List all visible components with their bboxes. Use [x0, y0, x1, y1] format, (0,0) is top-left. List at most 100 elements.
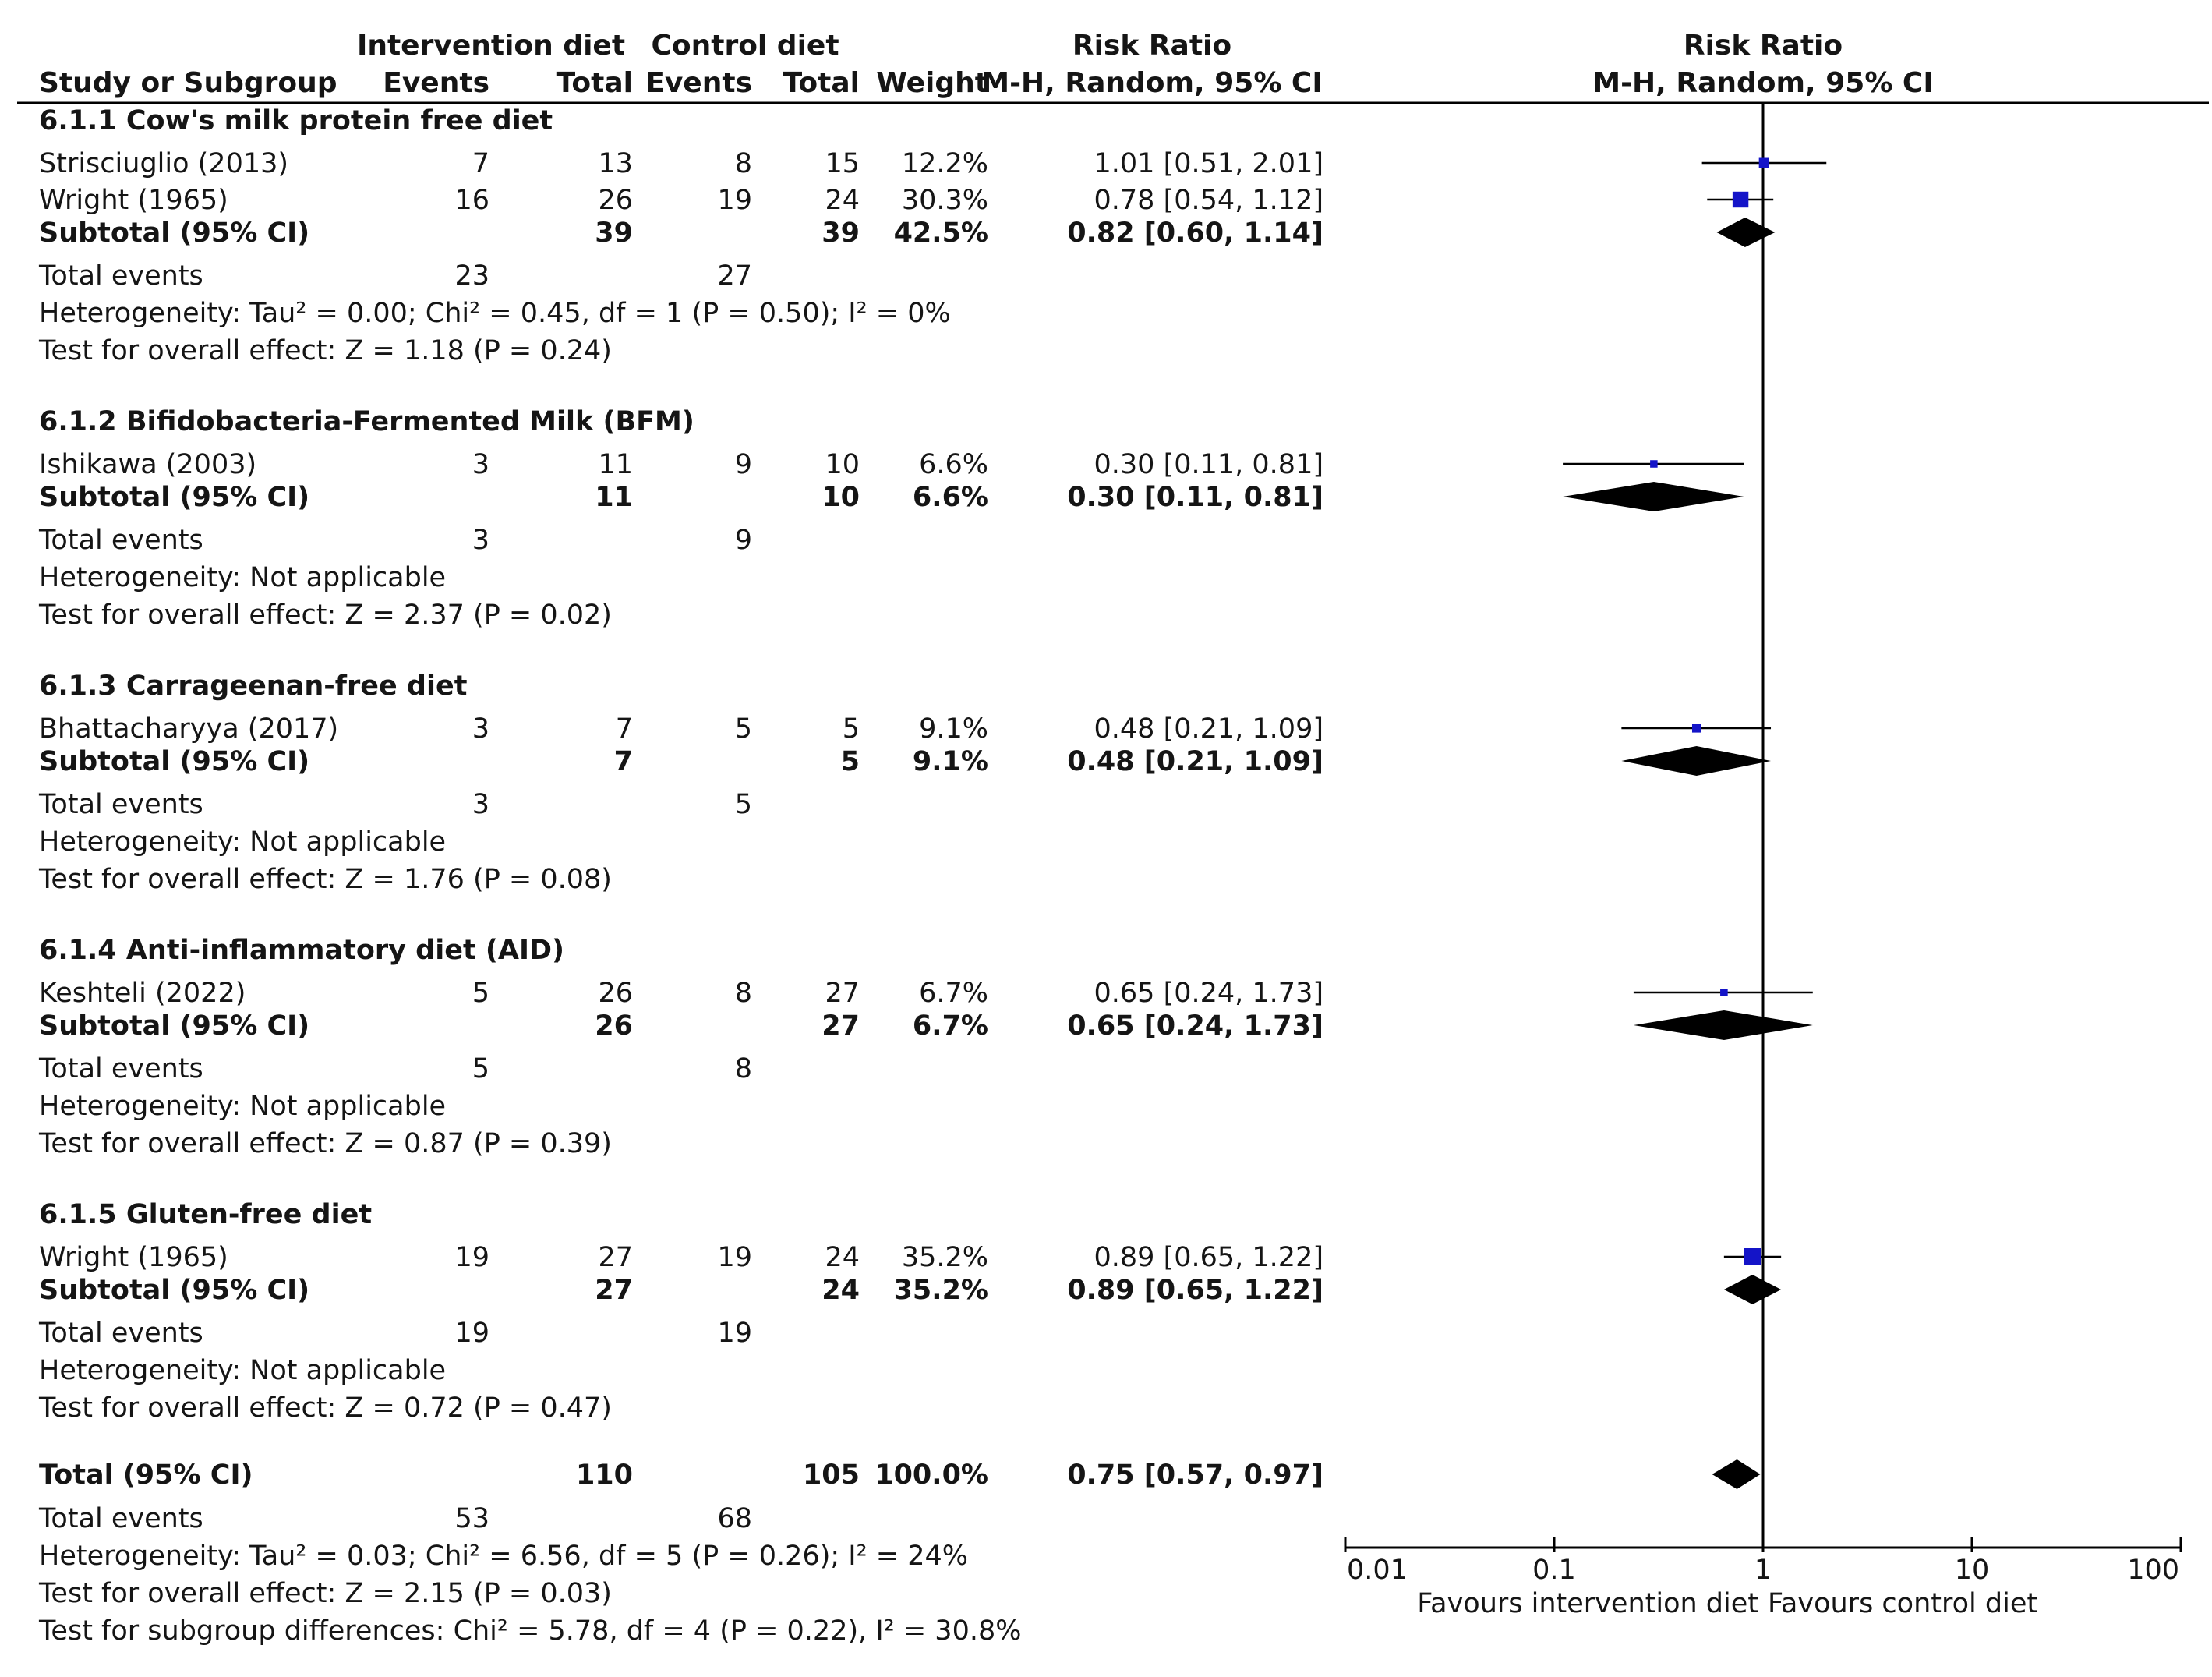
int-total: 26 — [598, 185, 633, 216]
heterogeneity-text: Heterogeneity: Not applicable — [39, 826, 446, 858]
subtotal-ctl-total: 27 — [822, 1010, 860, 1042]
header-ctl-events: Events — [645, 67, 752, 99]
subtotal-ctl-total: 5 — [841, 746, 860, 777]
header-int-events: Events — [383, 67, 489, 99]
subtotal-diamond — [1716, 218, 1776, 247]
total-events-int: 5 — [472, 1053, 489, 1084]
subtotal-weight: 9.1% — [913, 746, 988, 777]
total-events-ctl: 27 — [717, 260, 752, 292]
overall-effect-text: Test for overall effect: Z = 1.18 (P = 0… — [38, 335, 612, 366]
header-control-diet: Control diet — [651, 30, 839, 62]
subtotal-diamond — [1563, 482, 1744, 511]
ctl-events: 8 — [735, 148, 752, 179]
study-marker — [1720, 989, 1728, 996]
study-marker — [1691, 724, 1701, 733]
total-events-ctl: 5 — [735, 789, 752, 820]
subtotal-ctl-total: 39 — [822, 218, 860, 249]
total-weight: 100.0% — [875, 1459, 988, 1491]
favours-intervention-label: Favours intervention diet — [1417, 1588, 1758, 1619]
total-events-label: Total events — [38, 1053, 203, 1084]
x-tick-label: 0.01 — [1347, 1555, 1408, 1586]
subgroup-differences-text: Test for subgroup differences: Chi² = 5.… — [38, 1615, 1022, 1647]
int-events: 5 — [472, 978, 489, 1009]
total-ctl-total: 105 — [803, 1459, 860, 1491]
subtotal-ci: 0.30 [0.11, 0.81] — [1067, 482, 1323, 513]
study-name: Ishikawa (2003) — [39, 449, 256, 480]
total-events-int: 19 — [454, 1318, 489, 1349]
total-events-ctl: 68 — [717, 1503, 752, 1534]
subtotal-int-total: 11 — [595, 482, 633, 513]
heterogeneity-text: Heterogeneity: Tau² = 0.00; Chi² = 0.45,… — [39, 298, 951, 329]
ctl-events: 8 — [735, 978, 752, 1009]
int-total: 13 — [598, 148, 633, 179]
heterogeneity-text: Heterogeneity: Not applicable — [39, 1355, 446, 1386]
total-events-int: 23 — [454, 260, 489, 292]
subgroup-title: 6.1.3 Carrageenan-free diet — [39, 670, 467, 702]
study-name: Wright (1965) — [39, 185, 228, 216]
subtotal-ci: 0.65 [0.24, 1.73] — [1067, 1010, 1323, 1042]
risk-ratio-ci: 0.48 [0.21, 1.09] — [1094, 713, 1323, 745]
subgroup-title: 6.1.4 Anti-inflammatory diet (AID) — [39, 935, 564, 966]
study-name: Bhattacharyya (2017) — [39, 713, 338, 745]
total-events-ctl: 9 — [735, 525, 752, 556]
subtotal-label: Subtotal (95% CI) — [39, 1010, 309, 1042]
risk-ratio-ci: 0.89 [0.65, 1.22] — [1094, 1242, 1323, 1273]
risk-ratio-ci: 0.65 [0.24, 1.73] — [1094, 978, 1323, 1009]
study-marker — [1732, 191, 1749, 208]
subtotal-weight: 6.7% — [913, 1010, 988, 1042]
int-total: 11 — [598, 449, 633, 480]
ctl-total: 24 — [825, 185, 860, 216]
subtotal-diamond — [1723, 1275, 1782, 1304]
subtotal-label: Subtotal (95% CI) — [39, 482, 309, 513]
risk-ratio-ci: 1.01 [0.51, 2.01] — [1094, 148, 1323, 179]
total-events-int: 3 — [472, 525, 489, 556]
subtotal-int-total: 39 — [595, 218, 633, 249]
weight: 12.2% — [902, 148, 988, 179]
header-ctl-total: Total — [783, 67, 860, 99]
weight: 30.3% — [902, 185, 988, 216]
subtotal-weight: 42.5% — [894, 218, 988, 249]
header-weight: Weight — [876, 67, 988, 99]
subtotal-label: Subtotal (95% CI) — [39, 746, 309, 777]
total-ci: 0.75 [0.57, 0.97] — [1067, 1459, 1323, 1491]
study-marker — [1758, 157, 1769, 168]
ctl-events: 19 — [717, 185, 752, 216]
subtotal-label: Subtotal (95% CI) — [39, 1275, 309, 1306]
weight: 6.7% — [919, 978, 988, 1009]
overall-effect-text: Test for overall effect: Z = 2.37 (P = 0… — [38, 600, 612, 631]
overall-effect-text: Test for overall effect: Z = 0.72 (P = 0… — [38, 1392, 612, 1424]
subtotal-int-total: 27 — [595, 1275, 633, 1306]
weight: 35.2% — [902, 1242, 988, 1273]
subgroup-title: 6.1.5 Gluten-free diet — [39, 1199, 372, 1230]
subtotal-int-total: 7 — [614, 746, 633, 777]
ctl-total: 27 — [825, 978, 860, 1009]
header-intervention-diet: Intervention diet — [357, 30, 625, 62]
ctl-total: 15 — [825, 148, 860, 179]
favours-control-label: Favours control diet — [1768, 1588, 2037, 1619]
x-tick-label: 10 — [1955, 1555, 1990, 1586]
overall-effect-text: Test for overall effect: Z = 1.76 (P = 0… — [38, 864, 612, 895]
total-events-label: Total events — [38, 1318, 203, 1349]
study-marker — [1650, 460, 1658, 468]
header-risk-ratio: Risk Ratio — [1072, 30, 1231, 62]
study-name: Wright (1965) — [39, 1242, 228, 1273]
total-label: Total (95% CI) — [39, 1459, 253, 1491]
x-tick-label: 1 — [1754, 1555, 1772, 1586]
total-events-label: Total events — [38, 525, 203, 556]
int-total: 27 — [598, 1242, 633, 1273]
study-name: Strisciuglio (2013) — [39, 148, 288, 179]
total-diamond — [1712, 1459, 1761, 1489]
subtotal-weight: 35.2% — [894, 1275, 988, 1306]
subtotal-diamond — [1633, 1010, 1813, 1040]
header-plot-method: M-H, Random, 95% CI — [1592, 67, 1933, 99]
subtotal-int-total: 26 — [595, 1010, 633, 1042]
subtotal-ctl-total: 24 — [822, 1275, 860, 1306]
subtotal-weight: 6.6% — [913, 482, 988, 513]
header-rr-method: M-H, Random, 95% CI — [981, 67, 1322, 99]
ctl-total: 10 — [825, 449, 860, 480]
header-study: Study or Subgroup — [39, 67, 337, 99]
total-events-int: 53 — [454, 1503, 489, 1534]
total-events-int: 3 — [472, 789, 489, 820]
ctl-total: 5 — [843, 713, 860, 745]
weight: 6.6% — [919, 449, 988, 480]
